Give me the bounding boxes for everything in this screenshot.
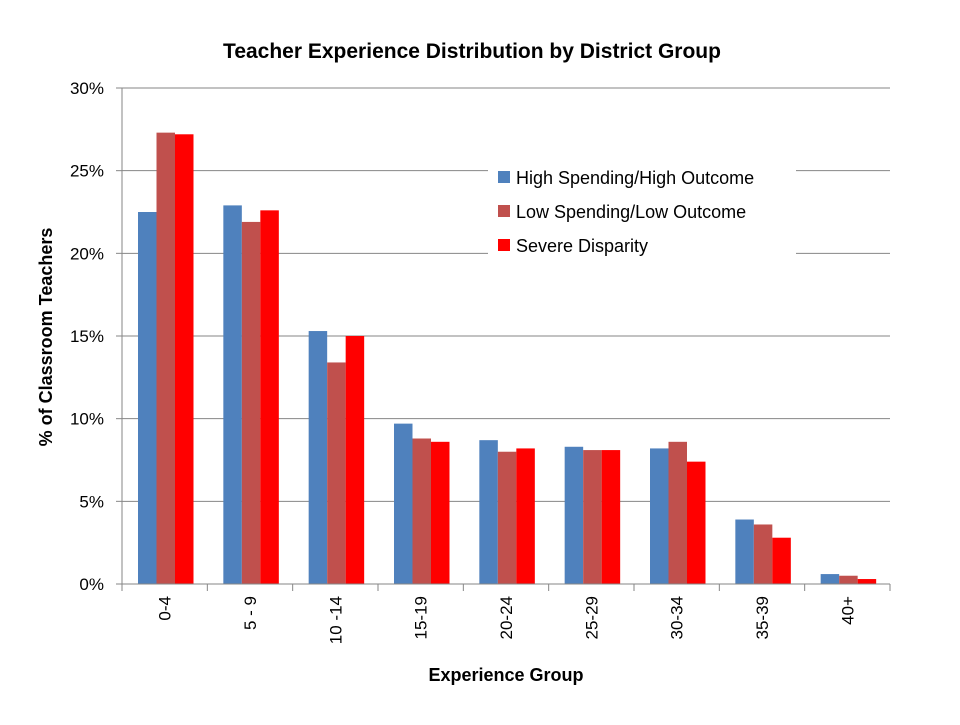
- legend-background: [488, 157, 796, 261]
- x-tick-label: 35-39: [753, 596, 772, 639]
- bar: [327, 362, 346, 584]
- y-tick-label: 0%: [79, 575, 104, 594]
- x-tick-label: 15-19: [412, 596, 431, 639]
- bar: [687, 461, 706, 584]
- bar: [223, 205, 242, 585]
- x-axis-title: Experience Group: [428, 665, 583, 685]
- y-tick-label: 30%: [70, 79, 104, 98]
- x-tick-label: 5 - 9: [241, 596, 260, 630]
- legend-swatch: [498, 205, 510, 217]
- bar: [175, 134, 194, 584]
- bar: [516, 448, 535, 584]
- bar: [753, 524, 773, 584]
- bar: [564, 446, 584, 584]
- x-tick-label: 30-34: [668, 596, 687, 639]
- bar: [839, 575, 858, 584]
- bar: [772, 537, 791, 584]
- legend-swatch: [498, 239, 510, 251]
- bar: [857, 579, 877, 584]
- bar: [650, 448, 669, 584]
- x-tick-label: 0-4: [156, 596, 175, 621]
- y-tick-label: 10%: [70, 410, 104, 429]
- bar: [345, 336, 365, 584]
- y-tick-label: 20%: [70, 244, 104, 263]
- bar: [308, 331, 328, 584]
- bar: [497, 451, 517, 584]
- bar: [601, 450, 621, 584]
- y-tick-label: 15%: [70, 327, 104, 346]
- x-tick-label: 40+: [838, 596, 857, 625]
- bar: [583, 450, 602, 584]
- legend-label: Low Spending/Low Outcome: [516, 202, 746, 222]
- x-tick-label: 20-24: [497, 596, 516, 639]
- y-axis-title: % of Classroom Teachers: [36, 228, 56, 447]
- legend-label: Severe Disparity: [516, 236, 648, 256]
- y-tick-label: 5%: [79, 492, 104, 511]
- x-tick-label: 25-29: [582, 596, 601, 639]
- bar: [156, 132, 175, 584]
- x-tick-label: 10 -14: [326, 596, 345, 644]
- bar: [138, 212, 157, 584]
- bar: [735, 519, 754, 584]
- bar: [431, 441, 450, 584]
- legend: High Spending/High Outcome Low Spending/L…: [488, 157, 796, 261]
- y-tick-label: 25%: [70, 162, 104, 181]
- bar: [394, 423, 413, 584]
- bar: [412, 438, 431, 584]
- chart-title: Teacher Experience Distribution by Distr…: [223, 40, 721, 63]
- legend-swatch: [498, 171, 510, 183]
- bars: [138, 132, 877, 585]
- x-tick-labels: 0-4 5 - 9 10 -14 15-19 20-24 25-29 30-34 35-39 4…: [121, 584, 891, 644]
- bar: [241, 221, 261, 585]
- bar: [668, 441, 687, 584]
- bar: [479, 440, 498, 584]
- bar: [820, 574, 840, 584]
- bar: [260, 210, 279, 584]
- legend-label: High Spending/High Outcome: [516, 168, 754, 188]
- y-tick-labels: 0% 5% 10% 15% 20% 25% 30%: [70, 79, 122, 594]
